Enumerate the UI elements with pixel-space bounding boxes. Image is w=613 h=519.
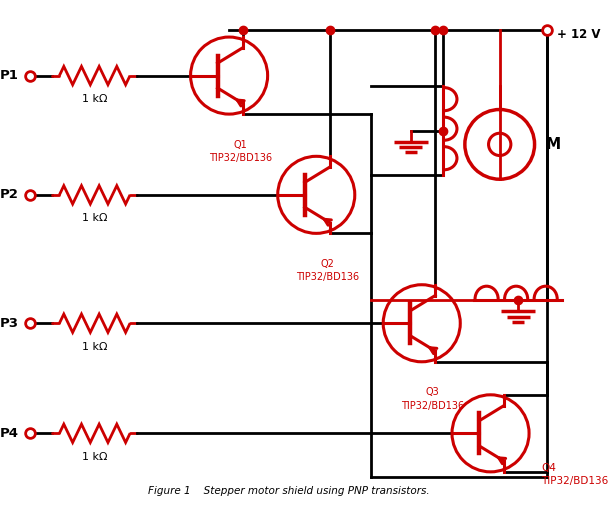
Text: M: M — [546, 137, 561, 152]
Text: P2: P2 — [0, 188, 19, 201]
Text: 1 kΩ: 1 kΩ — [82, 452, 107, 462]
Text: 1 kΩ: 1 kΩ — [82, 342, 107, 351]
Text: 1 kΩ: 1 kΩ — [82, 94, 107, 104]
Text: P1: P1 — [0, 69, 19, 82]
Text: Q1
TIP32/BD136: Q1 TIP32/BD136 — [208, 140, 272, 163]
Text: Q3
TIP32/BD136: Q3 TIP32/BD136 — [401, 388, 464, 411]
Text: P4: P4 — [0, 427, 19, 440]
Text: Q4
TIP32/BD136: Q4 TIP32/BD136 — [541, 462, 608, 486]
Text: P3: P3 — [0, 317, 19, 330]
Text: Figure 1    Stepper motor shield using PNP transistors.: Figure 1 Stepper motor shield using PNP … — [148, 486, 430, 496]
Text: + 12 V: + 12 V — [557, 28, 600, 41]
Text: Q2
TIP32/BD136: Q2 TIP32/BD136 — [295, 259, 359, 282]
Text: 1 kΩ: 1 kΩ — [82, 213, 107, 223]
